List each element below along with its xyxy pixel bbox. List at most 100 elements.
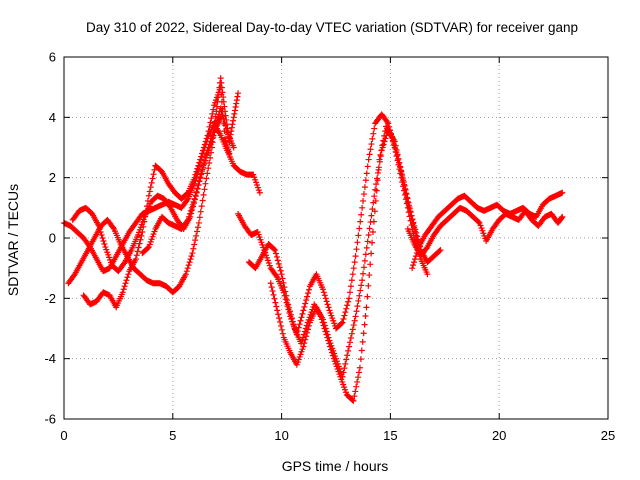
data-point-trace bbox=[286, 304, 293, 311]
data-point bbox=[424, 271, 431, 278]
data-point-trace bbox=[323, 328, 330, 335]
data-point bbox=[278, 271, 285, 278]
data-point bbox=[235, 90, 242, 97]
data-point-trace bbox=[192, 171, 199, 178]
data-point-trace bbox=[275, 260, 282, 267]
data-point bbox=[145, 192, 152, 199]
data-point-trace bbox=[360, 264, 367, 271]
data-point-trace bbox=[230, 117, 237, 124]
data-point-trace bbox=[218, 91, 225, 98]
data-point-trace bbox=[205, 128, 212, 135]
data-point-trace bbox=[282, 288, 289, 295]
data-point-trace bbox=[212, 123, 219, 130]
x-tick-label: 5 bbox=[169, 428, 176, 443]
data-point-trace bbox=[279, 330, 286, 337]
data-point-trace bbox=[209, 110, 216, 117]
data-point-trace bbox=[370, 130, 377, 137]
data-point-trace bbox=[409, 216, 416, 223]
data-point-trace bbox=[322, 325, 329, 332]
data-point-trace bbox=[231, 110, 238, 117]
data-point-trace bbox=[370, 199, 377, 206]
data-point bbox=[285, 301, 292, 308]
data-point-trace bbox=[280, 279, 287, 286]
data-point bbox=[139, 228, 146, 235]
series-sat-j bbox=[404, 204, 566, 260]
data-point-trace bbox=[142, 213, 149, 220]
data-point-trace bbox=[349, 397, 356, 404]
data-point-trace bbox=[354, 303, 361, 310]
data-point-trace bbox=[229, 121, 236, 128]
data-point-trace bbox=[340, 369, 347, 376]
data-point bbox=[204, 147, 211, 154]
data-point-trace bbox=[209, 132, 216, 139]
data-point-trace bbox=[185, 262, 192, 269]
data-point-trace bbox=[304, 329, 311, 336]
data-point-trace bbox=[423, 245, 430, 252]
data-point-trace bbox=[399, 172, 406, 179]
data-point-trace bbox=[133, 252, 140, 259]
series-sat-h bbox=[267, 126, 444, 380]
data-point-trace bbox=[202, 154, 209, 161]
data-point-trace bbox=[187, 256, 194, 263]
y-tick-label: -6 bbox=[44, 412, 56, 427]
data-point-trace bbox=[343, 356, 350, 363]
data-point-trace bbox=[340, 316, 347, 323]
data-point-trace bbox=[413, 229, 420, 236]
y-tick-label: -4 bbox=[44, 351, 56, 366]
data-point-trace bbox=[298, 314, 305, 321]
data-point-trace bbox=[368, 212, 375, 219]
x-tick-label: 10 bbox=[274, 428, 288, 443]
data-point-trace bbox=[185, 213, 192, 220]
data-point bbox=[437, 247, 444, 254]
data-point-trace bbox=[305, 322, 312, 329]
data-point bbox=[356, 364, 363, 371]
data-point-trace bbox=[186, 259, 193, 266]
data-point-trace bbox=[137, 236, 144, 243]
data-point-trace bbox=[305, 286, 312, 293]
data-point-trace bbox=[320, 289, 327, 296]
data-point-trace bbox=[228, 128, 235, 135]
data-point-trace bbox=[290, 322, 297, 329]
data-point-trace bbox=[214, 114, 221, 121]
data-point-trace bbox=[377, 153, 384, 160]
data-point-trace bbox=[233, 97, 240, 104]
data-point bbox=[559, 189, 566, 196]
data-point bbox=[365, 231, 372, 238]
data-point-trace bbox=[270, 291, 277, 298]
data-point-trace bbox=[143, 208, 150, 215]
data-point-trace bbox=[356, 225, 363, 232]
data-point-trace bbox=[403, 194, 410, 201]
chart-title: Day 310 of 2022, Sidereal Day-to-day VTE… bbox=[86, 20, 578, 35]
data-point-trace bbox=[222, 122, 229, 129]
data-point bbox=[119, 289, 126, 296]
axes: 0 5 10 15 20 25 -6 -4 -2 0 2 4 6 bbox=[44, 50, 615, 444]
data-point bbox=[359, 277, 366, 284]
data-point-trace bbox=[361, 184, 368, 191]
data-point-trace bbox=[184, 197, 191, 204]
data-point-trace bbox=[357, 287, 364, 294]
data-point bbox=[369, 228, 376, 235]
data-point-trace bbox=[183, 268, 190, 275]
data-point-trace bbox=[392, 142, 399, 149]
data-point-trace bbox=[366, 151, 373, 158]
data-point-trace bbox=[210, 106, 217, 113]
data-point-trace bbox=[367, 261, 374, 268]
data-point bbox=[198, 171, 205, 178]
data-point bbox=[300, 343, 307, 350]
data-point-trace bbox=[411, 256, 418, 263]
data-point-trace bbox=[355, 232, 362, 239]
data-point-trace bbox=[277, 322, 284, 329]
data-point-trace bbox=[196, 159, 203, 166]
data-point-trace bbox=[367, 146, 374, 153]
data-point-trace bbox=[349, 326, 356, 333]
data-point-trace bbox=[361, 257, 368, 264]
data-point-trace bbox=[213, 103, 220, 110]
data-point-trace bbox=[321, 292, 328, 299]
data-point-trace bbox=[196, 178, 203, 185]
data-point-trace bbox=[305, 290, 312, 297]
data-point-trace bbox=[194, 224, 201, 231]
data-point-trace bbox=[371, 125, 378, 132]
data-point-trace bbox=[203, 150, 210, 157]
data-point bbox=[385, 120, 392, 127]
data-point-trace bbox=[397, 164, 404, 171]
